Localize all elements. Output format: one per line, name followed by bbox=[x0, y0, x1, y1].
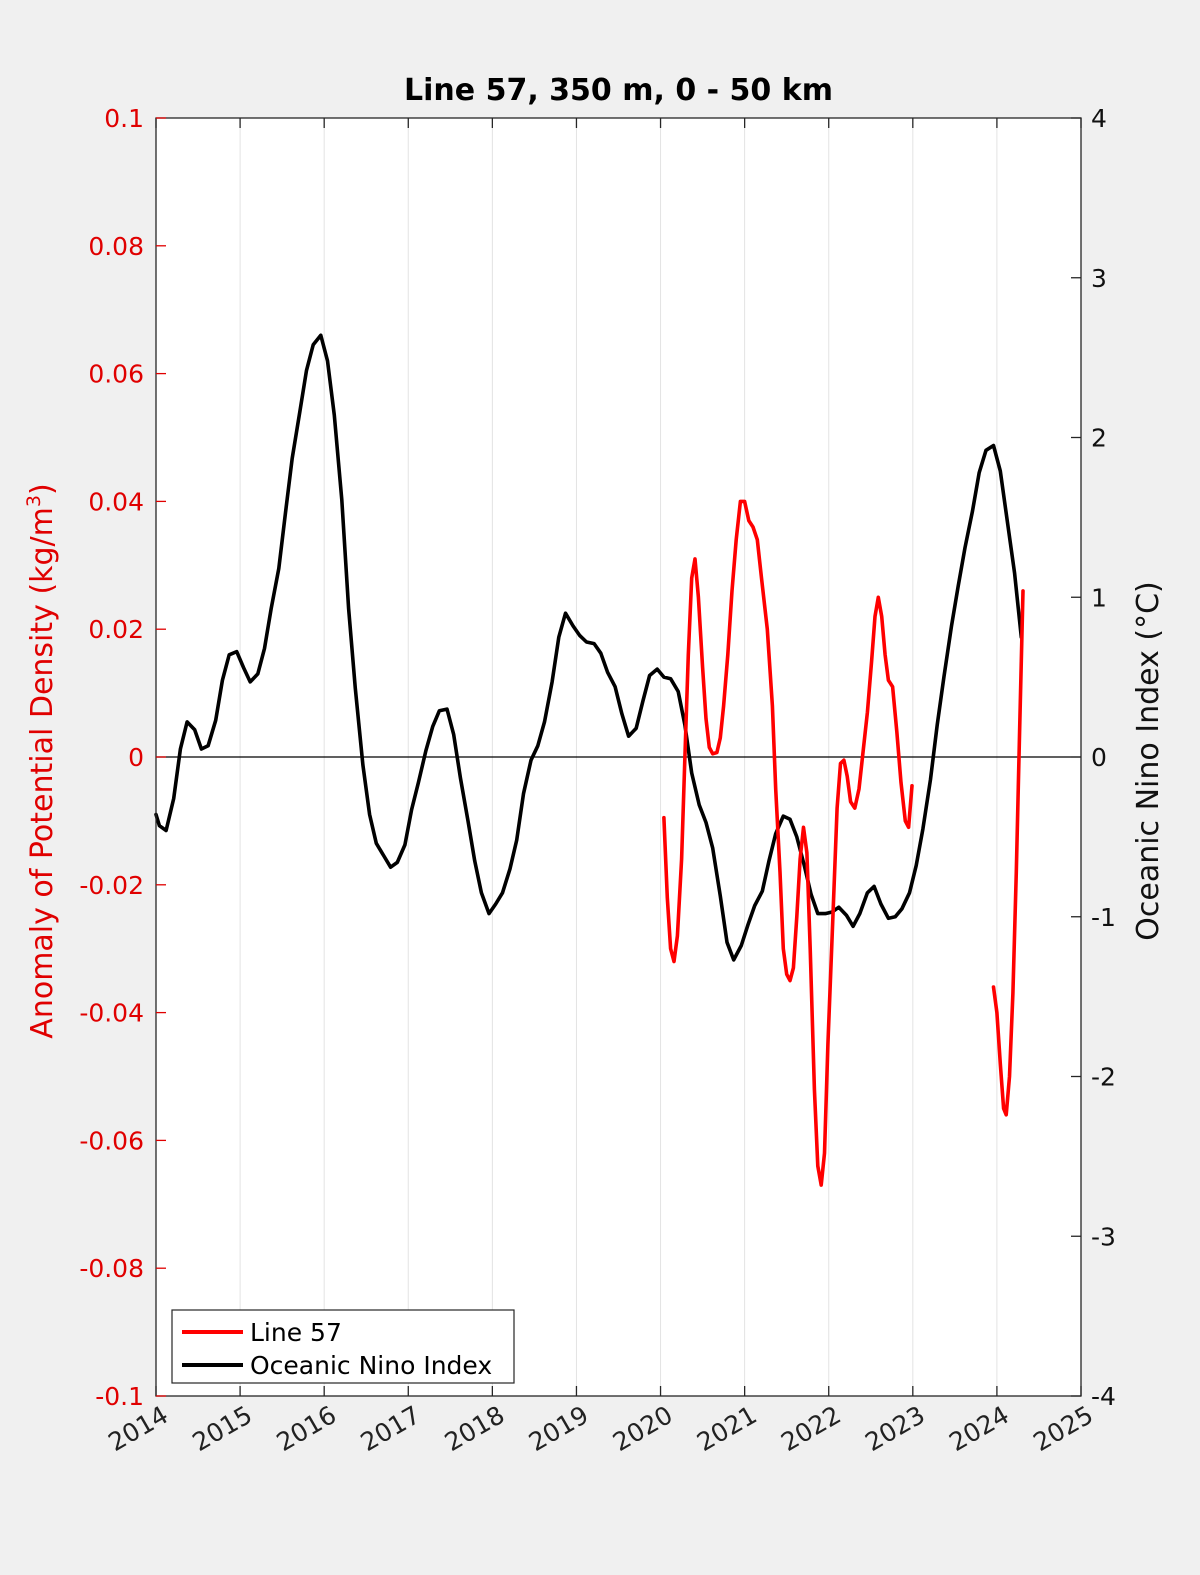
y-left-tick-label: 0.08 bbox=[88, 232, 144, 261]
legend-entry-line57: Line 57 bbox=[250, 1318, 342, 1347]
series-oni-segment-0 bbox=[154, 333, 1024, 962]
y-left-tick-label: 0.1 bbox=[104, 104, 144, 133]
y-right-tick-label: 2 bbox=[1091, 424, 1107, 453]
y-right-tick-label: 4 bbox=[1091, 104, 1107, 133]
axis-ticks bbox=[155, 117, 1082, 1397]
y-left-tick-label: 0.06 bbox=[88, 360, 144, 389]
y-left-tick-label: -0.1 bbox=[95, 1382, 144, 1411]
y-axis-left-label: Anomaly of Potential Density (kg/m3) bbox=[23, 483, 60, 1038]
y-right-tick-label: -1 bbox=[1091, 903, 1116, 932]
y-left-tick-label: -0.06 bbox=[79, 1126, 144, 1155]
y-right-tick-label: 3 bbox=[1091, 264, 1107, 293]
y-axis-left-label-close: ) bbox=[25, 483, 60, 495]
legend: Line 57 Oceanic Nino Index bbox=[171, 1309, 515, 1384]
y-right-tick-label: 0 bbox=[1091, 743, 1107, 772]
y-left-tick-label: -0.04 bbox=[79, 999, 144, 1028]
y-left-tick-label: 0.02 bbox=[88, 615, 144, 644]
y-right-tick-label: -4 bbox=[1091, 1382, 1116, 1411]
y-axis-right-label: Oceanic Nino Index (°C) bbox=[1131, 581, 1166, 941]
chart-title: Line 57, 350 m, 0 - 50 km bbox=[404, 73, 833, 108]
series-line57-segment-0 bbox=[662, 499, 914, 1187]
y-left-tick-label: 0 bbox=[128, 743, 144, 772]
y-left-tick-label: -0.02 bbox=[79, 871, 144, 900]
y-left-tick-label: 0.04 bbox=[88, 487, 144, 516]
series-layer bbox=[154, 333, 1025, 1187]
y-left-tick-label: -0.08 bbox=[79, 1254, 144, 1283]
y-right-tick-label: -2 bbox=[1091, 1063, 1116, 1092]
y-axis-left-label-superscript: 3 bbox=[23, 495, 45, 507]
y-right-tick-label: -3 bbox=[1091, 1222, 1116, 1251]
legend-entry-oni: Oceanic Nino Index bbox=[250, 1351, 492, 1380]
y-axis-left-label-text: Anomaly of Potential Density (kg/m bbox=[25, 507, 60, 1039]
y-right-tick-label: 1 bbox=[1091, 583, 1107, 612]
series-line57-segment-1 bbox=[991, 589, 1025, 1117]
legend-box bbox=[171, 1309, 515, 1384]
